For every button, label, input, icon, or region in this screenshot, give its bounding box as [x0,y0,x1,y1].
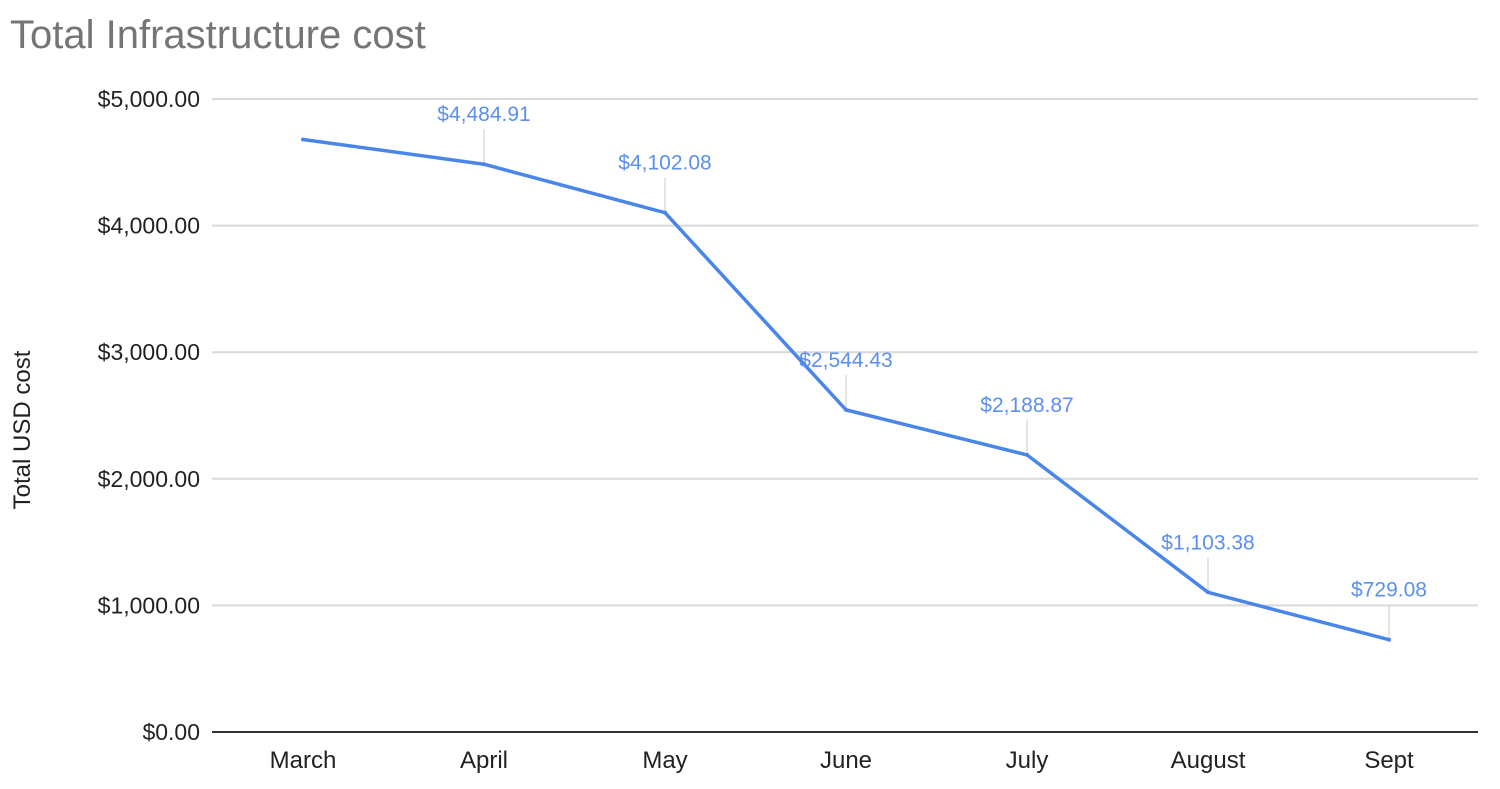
chart-title: Total Infrastructure cost [10,13,426,57]
gridlines [212,98,1478,733]
data-label: $2,544.43 [799,349,892,372]
y-tick-label: $2,000.00 [98,466,200,492]
label-leader-lines [483,129,1390,638]
y-tick-label: $0.00 [142,719,200,745]
x-tick-label: July [1006,747,1049,774]
data-labels: $4,484.91 $4,102.08 $2,544.43 $2,188.87 $1,1… [437,103,1427,601]
x-tick-label: August [1171,747,1246,774]
y-tick-label: $3,000.00 [98,339,200,365]
data-label: $729.08 [1351,579,1427,602]
y-tick-label: $1,000.00 [98,592,200,618]
y-tick-label: $5,000.00 [98,86,200,112]
x-tick-label: Sept [1364,747,1414,774]
data-point [301,137,305,142]
data-label: $2,188.87 [980,394,1073,417]
x-tick-label: May [642,747,687,774]
data-point [1206,590,1210,595]
y-axis-ticks: $0.00 $1,000.00 $2,000.00 $3,000.00 $4,000.0… [98,86,200,745]
x-tick-label: June [820,747,872,774]
data-point [1025,452,1029,457]
data-label: $4,484.91 [437,103,530,126]
data-label: $1,103.38 [1161,531,1254,554]
data-point [663,210,667,215]
y-axis-title: Total USD cost [9,350,36,509]
x-axis-ticks: March April May June July August Sept [270,747,1414,774]
data-point [1387,637,1391,642]
data-point [844,407,848,412]
x-tick-label: March [270,747,337,774]
data-point [482,162,486,167]
data-label: $4,102.08 [618,152,711,175]
y-tick-label: $4,000.00 [98,213,200,239]
series-line-group [301,137,1391,642]
x-tick-label: April [460,747,508,774]
